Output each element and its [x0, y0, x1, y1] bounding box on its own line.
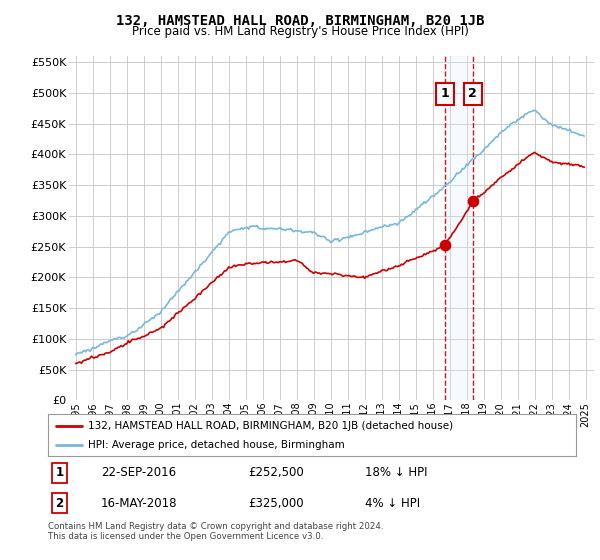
Text: 132, HAMSTEAD HALL ROAD, BIRMINGHAM, B20 1JB: 132, HAMSTEAD HALL ROAD, BIRMINGHAM, B20…: [116, 14, 484, 28]
Text: Price paid vs. HM Land Registry's House Price Index (HPI): Price paid vs. HM Land Registry's House …: [131, 25, 469, 38]
Point: [468, 196, 478, 205]
Text: 1: 1: [440, 87, 449, 100]
Text: 22-SEP-2016: 22-SEP-2016: [101, 466, 176, 479]
Text: 18% ↓ HPI: 18% ↓ HPI: [365, 466, 427, 479]
Text: 132, HAMSTEAD HALL ROAD, BIRMINGHAM, B20 1JB (detached house): 132, HAMSTEAD HALL ROAD, BIRMINGHAM, B20…: [88, 421, 453, 431]
Text: HPI: Average price, detached house, Birmingham: HPI: Average price, detached house, Birm…: [88, 440, 344, 450]
Point: [440, 241, 449, 250]
Text: 2: 2: [469, 87, 477, 100]
Text: 1: 1: [56, 466, 64, 479]
Text: £252,500: £252,500: [248, 466, 304, 479]
Text: 4% ↓ HPI: 4% ↓ HPI: [365, 497, 420, 510]
Text: Contains HM Land Registry data © Crown copyright and database right 2024.
This d: Contains HM Land Registry data © Crown c…: [48, 522, 383, 542]
Bar: [445, 56, 473, 400]
Text: 2: 2: [56, 497, 64, 510]
Text: 16-MAY-2018: 16-MAY-2018: [101, 497, 178, 510]
Text: £325,000: £325,000: [248, 497, 304, 510]
